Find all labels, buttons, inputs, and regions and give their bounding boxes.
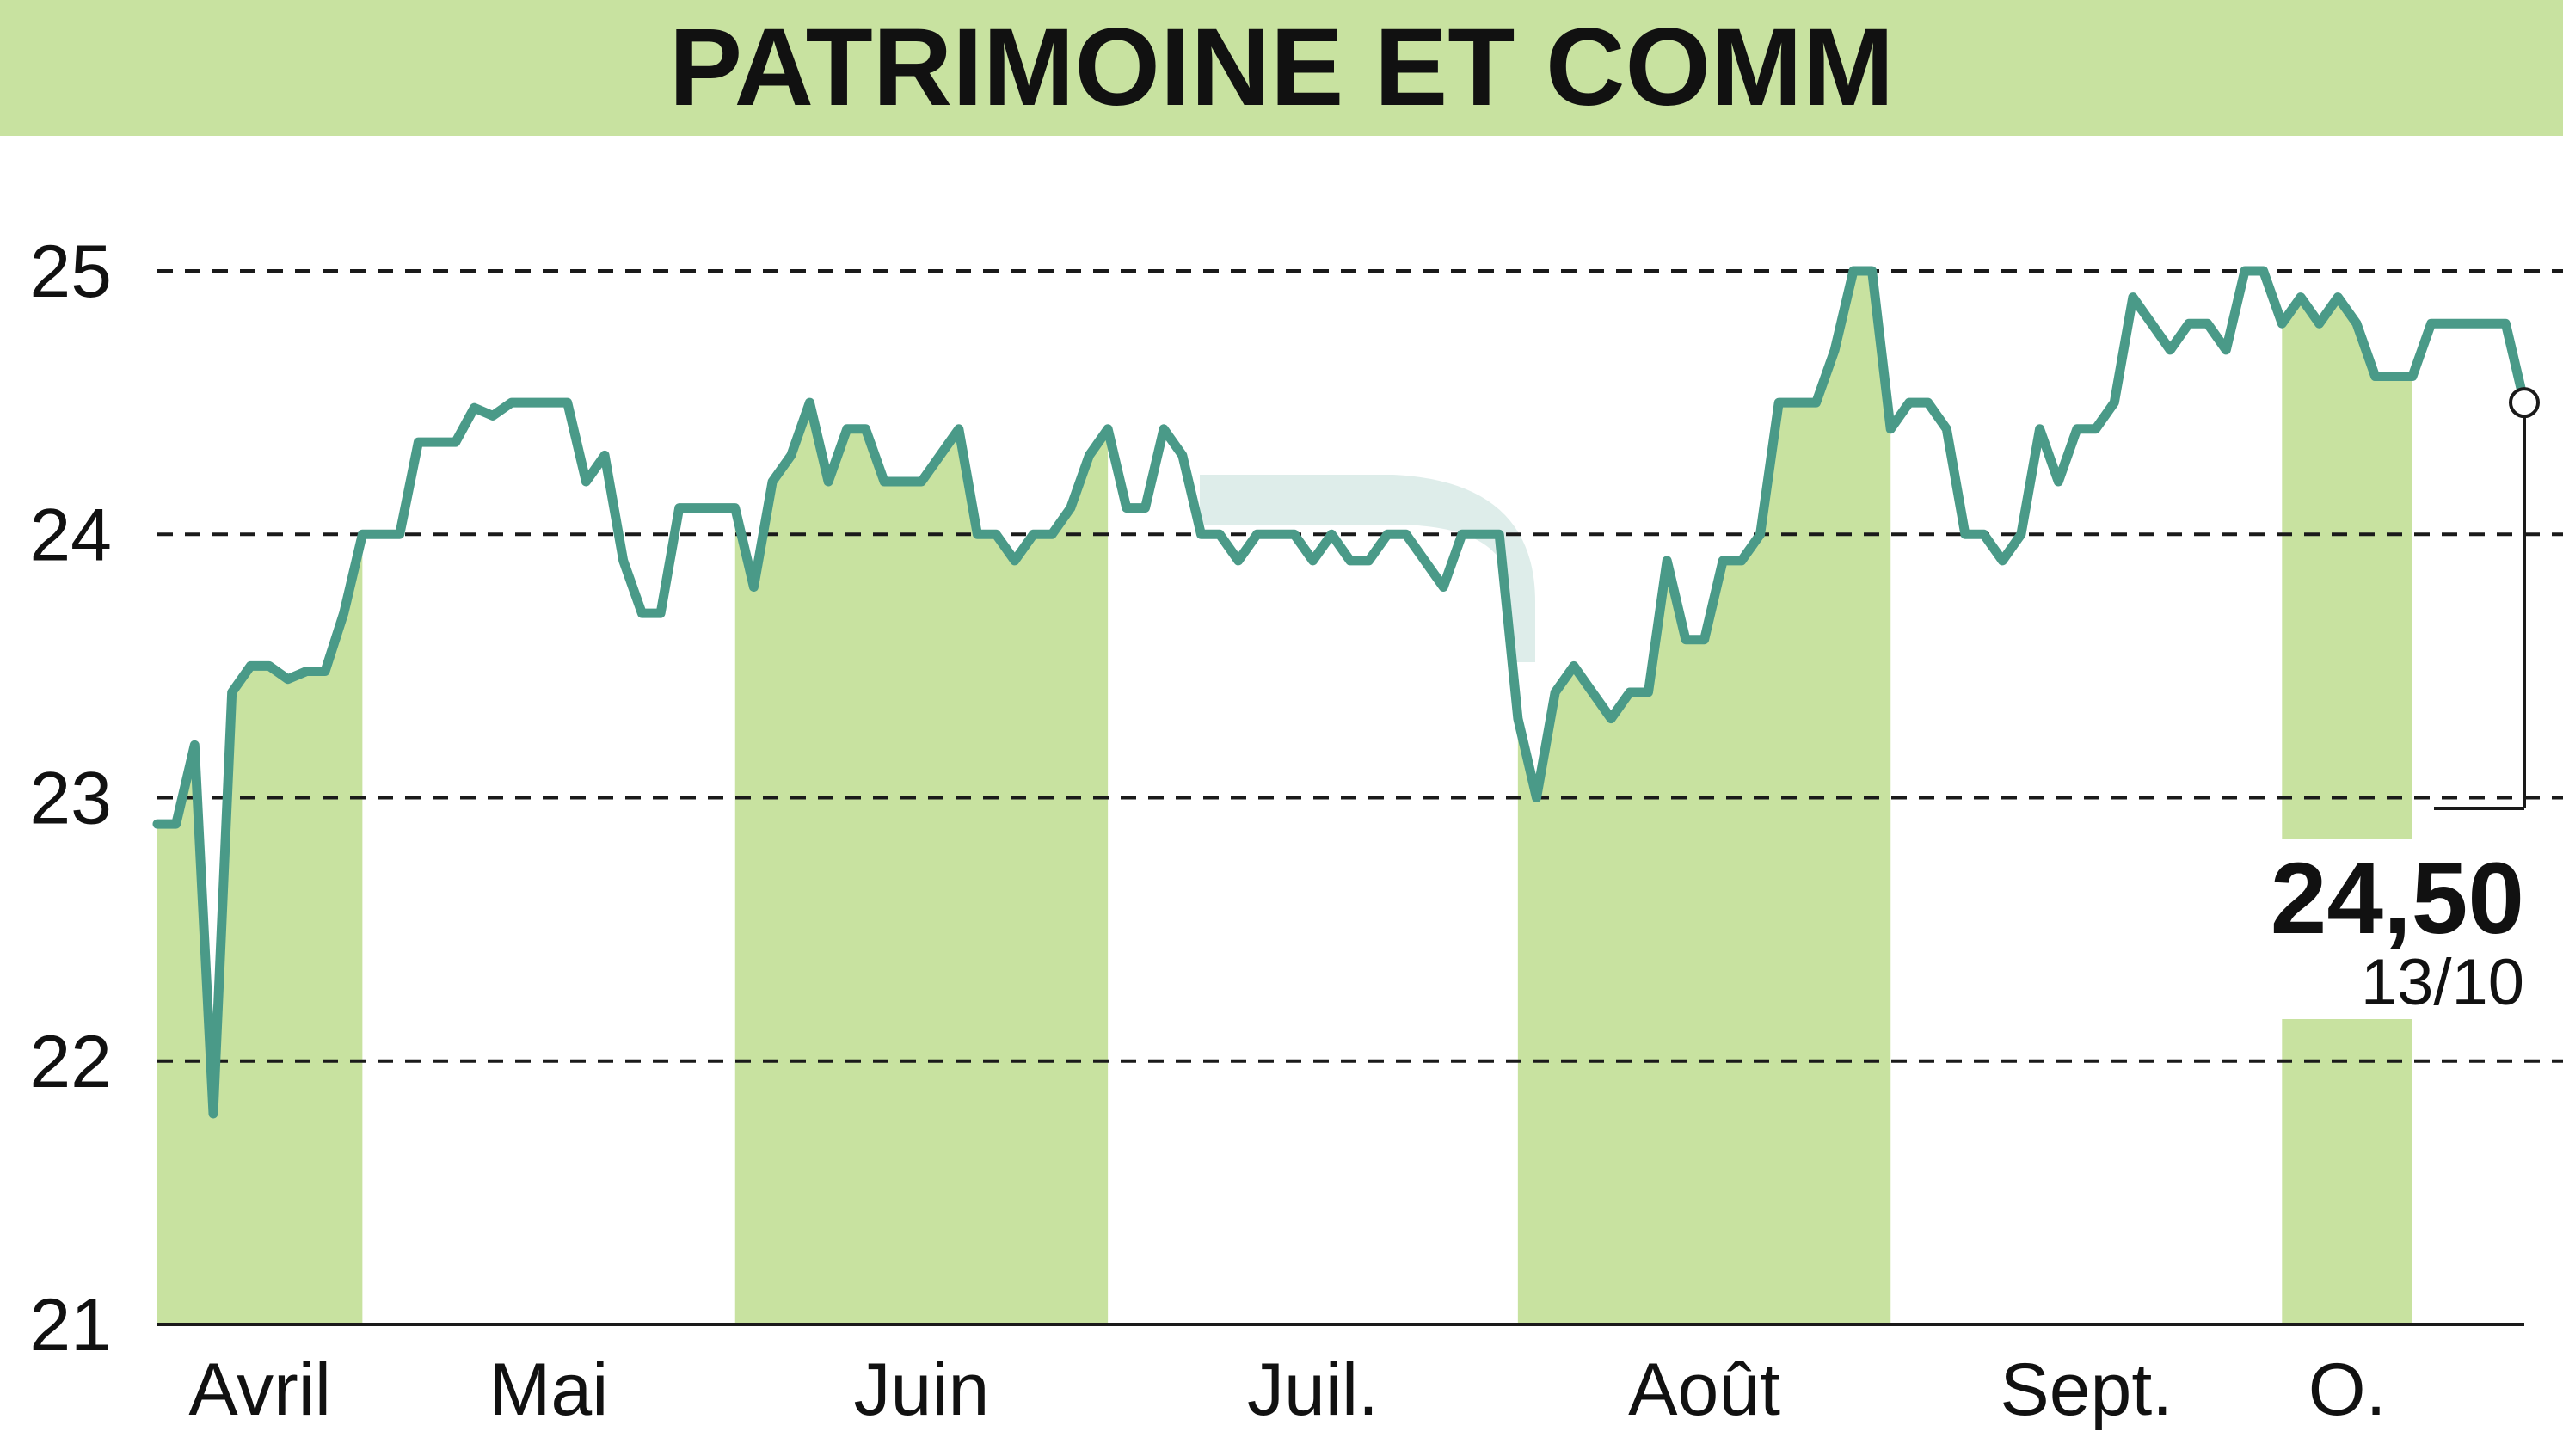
x-tick-label: Août bbox=[1628, 1348, 1780, 1431]
chart-title: PATRIMOINE ET COMM bbox=[669, 6, 1895, 129]
callout-label-backdrop bbox=[2279, 839, 2537, 1019]
month-band-1 bbox=[157, 534, 363, 1324]
x-axis-labels: Avril Mai Juin Juil. Août Sept. O. bbox=[188, 1348, 2386, 1431]
x-tick-label: Avril bbox=[188, 1348, 331, 1431]
x-tick-label: Mai bbox=[489, 1348, 609, 1431]
price-series bbox=[152, 266, 2529, 1119]
soft-highlight bbox=[1200, 475, 1535, 662]
y-tick-label: 24 bbox=[29, 494, 112, 576]
month-band-7 bbox=[2282, 297, 2412, 1324]
last-point-marker bbox=[2509, 387, 2540, 419]
month-band-3 bbox=[734, 402, 1109, 1324]
y-tick-label: 21 bbox=[29, 1284, 112, 1367]
x-tick-label: Juin bbox=[854, 1348, 990, 1431]
x-tick-label: Juil. bbox=[1247, 1348, 1379, 1431]
y-tick-label: 25 bbox=[29, 230, 112, 313]
last-date-label: 13/10 bbox=[2361, 946, 2524, 1019]
y-tick-label: 22 bbox=[29, 1021, 112, 1103]
x-tick-label: Sept. bbox=[2000, 1348, 2173, 1431]
y-tick-label: 23 bbox=[29, 758, 112, 840]
title-bar bbox=[0, 0, 2563, 136]
last-value-label: 24,50 bbox=[2271, 842, 2524, 955]
reflection-overlay bbox=[1200, 475, 1535, 662]
grid-lines bbox=[157, 269, 2563, 1326]
price-line bbox=[152, 266, 2529, 1119]
y-axis-labels: 25 24 23 22 21 bbox=[29, 230, 112, 1367]
x-tick-label: O. bbox=[2308, 1348, 2387, 1431]
